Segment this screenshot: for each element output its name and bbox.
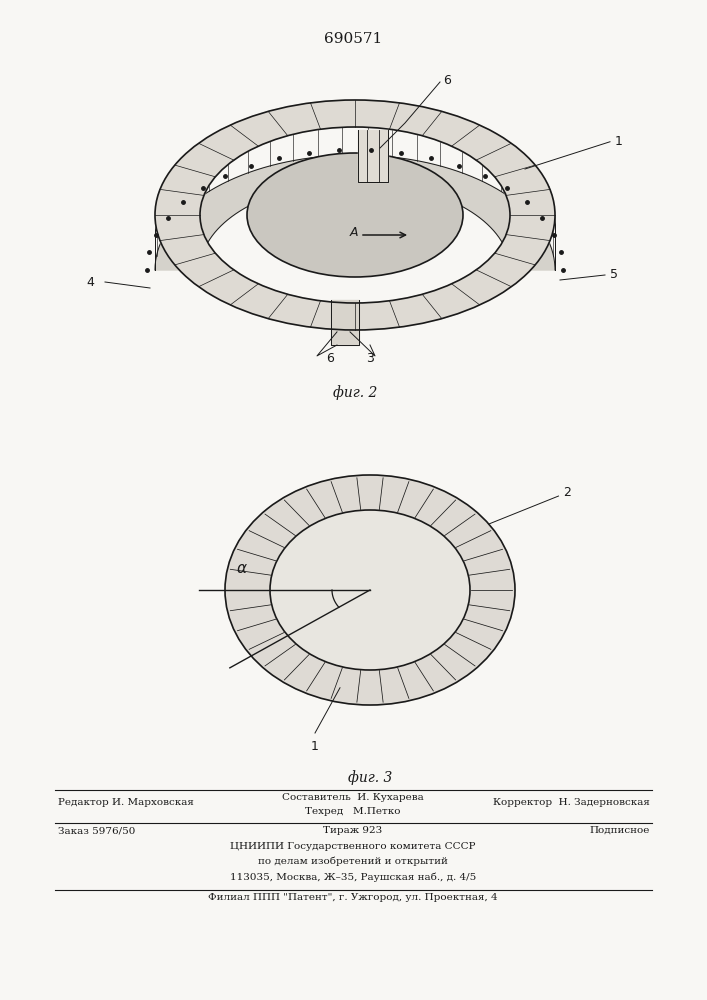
Text: A: A: [349, 227, 358, 239]
Text: фиг. 2: фиг. 2: [333, 385, 378, 400]
Text: $\alpha$: $\alpha$: [236, 561, 248, 576]
Polygon shape: [155, 100, 555, 330]
Text: 3: 3: [366, 352, 374, 365]
Polygon shape: [225, 475, 515, 705]
Text: по делам изобретений и открытий: по делам изобретений и открытий: [258, 857, 448, 866]
Polygon shape: [358, 130, 388, 182]
Text: Составитель  И. Кухарева: Составитель И. Кухарева: [282, 793, 424, 802]
Ellipse shape: [247, 153, 463, 277]
Text: 113035, Москва, Ж–35, Раушская наб., д. 4/5: 113035, Москва, Ж–35, Раушская наб., д. …: [230, 872, 476, 882]
Text: 690571: 690571: [324, 32, 382, 46]
Text: Филиал ППП "Патент", г. Ужгород, ул. Проектная, 4: Филиал ППП "Патент", г. Ужгород, ул. Про…: [208, 893, 498, 902]
Text: 1: 1: [615, 135, 623, 148]
Text: 6: 6: [326, 352, 334, 365]
Text: 6: 6: [443, 74, 451, 87]
Text: Корректор  Н. Задерновская: Корректор Н. Задерновская: [493, 798, 650, 807]
Text: Тираж 923: Тираж 923: [323, 826, 382, 835]
Text: 2: 2: [563, 486, 571, 499]
Text: 4: 4: [86, 275, 94, 288]
Text: 5: 5: [610, 268, 618, 282]
Ellipse shape: [270, 510, 470, 670]
Text: 1: 1: [311, 740, 319, 753]
Text: Редактор И. Марховская: Редактор И. Марховская: [58, 798, 194, 807]
Text: фиг. 3: фиг. 3: [348, 770, 392, 785]
Text: Техред   М.Петко: Техред М.Петко: [305, 807, 401, 816]
Text: ЦНИИПИ Государственного комитета СССР: ЦНИИПИ Государственного комитета СССР: [230, 842, 476, 851]
Text: Заказ 5976/50: Заказ 5976/50: [58, 826, 135, 835]
Text: Подписное: Подписное: [590, 826, 650, 835]
Polygon shape: [155, 155, 555, 270]
Polygon shape: [331, 300, 359, 345]
